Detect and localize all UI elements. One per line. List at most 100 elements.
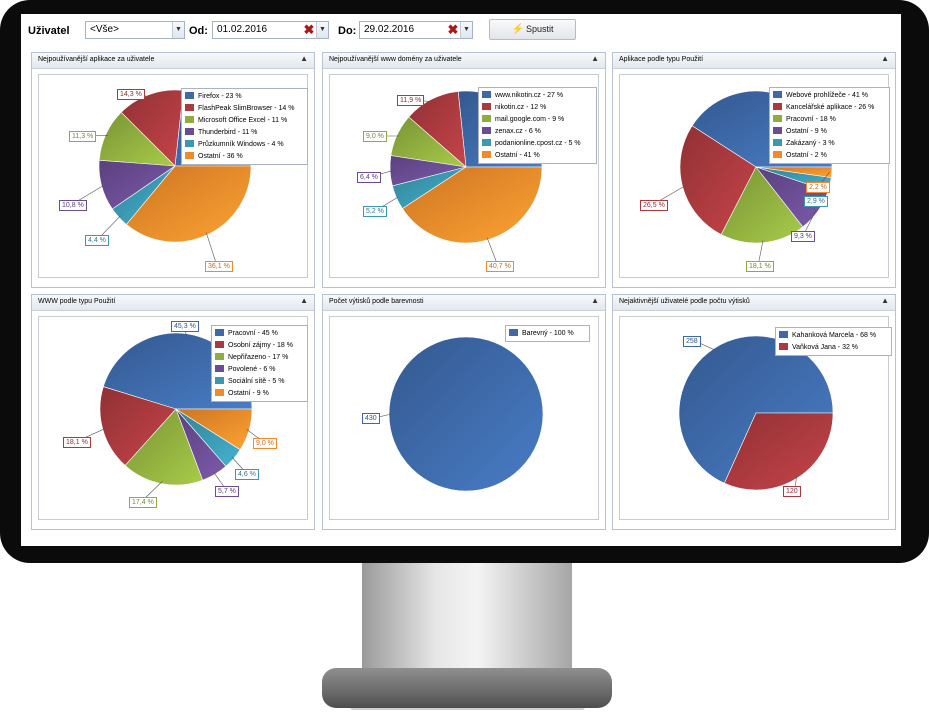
legend-item[interactable]: zenax.cz - 6 % — [482, 126, 592, 138]
pie-chart: 45,3 % 18,1 % 17,4 % 5,7 % 4,6 % 9,0 % Pracovn… — [38, 316, 308, 520]
pie-slice[interactable] — [723, 412, 834, 491]
legend-item[interactable]: Zakázaný - 3 % — [773, 138, 885, 150]
chart-panel: Aplikace podle typu Použití ▲ 26,5 % 18,1 %… — [612, 52, 896, 288]
pie-slice[interactable] — [124, 408, 204, 486]
data-label: 18,1 % — [63, 437, 91, 448]
legend-item[interactable]: mail.google.com - 9 % — [482, 114, 592, 126]
chevron-down-icon[interactable]: ▼ — [172, 22, 184, 38]
pie-slice[interactable] — [99, 386, 177, 466]
legend-item[interactable]: Webové prohlížeče - 41 % — [773, 90, 885, 102]
pie-slice[interactable] — [720, 166, 804, 244]
legend-label: Ostatní - 41 % — [495, 152, 540, 159]
from-date-input[interactable]: 01.02.2016 ✖ ▼ — [212, 21, 329, 39]
pie-slice[interactable] — [755, 166, 833, 178]
legend-swatch — [773, 91, 782, 98]
legend-label: Vaňková Jana - 32 % — [792, 344, 859, 351]
data-label: 10,8 % — [59, 200, 87, 211]
chevron-down-icon[interactable]: ▼ — [316, 22, 328, 38]
chart-legend: Kahanková Marcela - 68 % Vaňková Jana - 3… — [775, 327, 892, 356]
to-date-value: 29.02.2016 — [364, 24, 415, 35]
legend-item[interactable]: Průzkumník Windows - 4 % — [185, 139, 303, 151]
data-label: 258 — [683, 336, 701, 347]
legend-swatch — [215, 341, 224, 348]
legend-item[interactable]: Sociální sítě - 5 % — [215, 376, 303, 388]
legend-item[interactable]: podanionline.cpost.cz - 5 % — [482, 138, 592, 150]
legend-item[interactable]: Povolené - 6 % — [215, 364, 303, 376]
legend-item[interactable]: Pracovní - 45 % — [215, 328, 303, 340]
run-button[interactable]: ⚡ Spustit — [489, 19, 576, 40]
data-label: 14,3 % — [117, 89, 145, 100]
data-label: 2,2 % — [806, 182, 830, 193]
collapse-icon[interactable]: ▲ — [881, 296, 889, 305]
legend-swatch — [779, 343, 788, 350]
data-label: 45,3 % — [171, 321, 199, 332]
legend-item[interactable]: Kahanková Marcela - 68 % — [779, 330, 887, 342]
legend-item[interactable]: Ostatní - 41 % — [482, 150, 592, 162]
legend-label: www.nikotin.cz - 27 % — [495, 92, 564, 99]
collapse-icon[interactable]: ▲ — [591, 296, 599, 305]
legend-item[interactable]: Osobní zájmy - 18 % — [215, 340, 303, 352]
legend-label: nikotin.cz - 12 % — [495, 104, 547, 111]
data-label: 40,7 % — [486, 261, 514, 272]
legend-item[interactable]: FlashPeak SlimBrowser - 14 % — [185, 103, 303, 115]
legend-label: Ostatní - 9 % — [786, 128, 827, 135]
filter-toolbar: Uživatel <Vše> ▼ Od: 01.02.2016 ✖ ▼ Do: … — [21, 14, 901, 50]
legend-item[interactable]: Nepřiřazeno - 17 % — [215, 352, 303, 364]
legend-item[interactable]: Barevný - 100 % — [509, 328, 585, 340]
user-select[interactable]: <Vše> ▼ — [85, 21, 185, 39]
legend-item[interactable]: Kancelářské aplikace - 26 % — [773, 102, 885, 114]
chart-panel: WWW podle typu Použití ▲ 45,3 % 18,1 % 17,4 … — [31, 294, 315, 530]
data-label: 4,4 % — [85, 235, 109, 246]
user-select-value: <Vše> — [90, 24, 119, 35]
legend-swatch — [482, 115, 491, 122]
pie-slice[interactable] — [678, 335, 834, 484]
legend-item[interactable]: Ostatní - 36 % — [185, 151, 303, 163]
pie-slice[interactable] — [174, 408, 253, 451]
legend-item[interactable]: Ostatní - 2 % — [773, 150, 885, 162]
legend-item[interactable]: nikotin.cz - 12 % — [482, 102, 592, 114]
clear-icon[interactable]: ✖ — [303, 22, 315, 37]
pie-chart: 11,9 % 9,0 % 6,4 % 5,2 % 40,7 % www.nikotin.c… — [329, 74, 599, 278]
data-label: 9,0 % — [363, 131, 387, 142]
legend-label: Firefox - 23 % — [198, 93, 242, 100]
legend-item[interactable]: Vaňková Jana - 32 % — [779, 342, 887, 354]
legend-label: Pracovní - 18 % — [786, 116, 836, 123]
legend-label: Webové prohlížeče - 41 % — [786, 92, 868, 99]
legend-item[interactable]: Ostatní - 9 % — [215, 388, 303, 400]
legend-item[interactable]: Microsoft Office Excel - 11 % — [185, 115, 303, 127]
pie-chart: 14,3 % 11,3 % 10,8 % 4,4 % 36,1 % Firefox - 2… — [38, 74, 308, 278]
panel-title: Aplikace podle typu Použití — [619, 56, 704, 63]
data-label: 5,7 % — [215, 486, 239, 497]
pie-slice[interactable] — [679, 125, 757, 235]
legend-swatch — [773, 151, 782, 158]
legend-swatch — [779, 331, 788, 338]
legend-swatch — [482, 151, 491, 158]
data-label: 6,4 % — [357, 172, 381, 183]
legend-label: Průzkumník Windows - 4 % — [198, 141, 284, 148]
collapse-icon[interactable]: ▲ — [300, 54, 308, 63]
legend-item[interactable]: Firefox - 23 % — [185, 91, 303, 103]
chart-panel: Nejaktivnější uživatelé podle počtu výti… — [612, 294, 896, 530]
legend-label: Thunderbird - 11 % — [198, 129, 258, 136]
legend-item[interactable]: Ostatní - 9 % — [773, 126, 885, 138]
legend-item[interactable]: Thunderbird - 11 % — [185, 127, 303, 139]
to-date-input[interactable]: 29.02.2016 ✖ ▼ — [359, 21, 473, 39]
data-label: 2,9 % — [804, 196, 828, 207]
collapse-icon[interactable]: ▲ — [591, 54, 599, 63]
legend-label: Ostatní - 9 % — [228, 390, 269, 397]
from-date-value: 01.02.2016 — [217, 24, 268, 35]
legend-item[interactable]: Pracovní - 18 % — [773, 114, 885, 126]
legend-swatch — [482, 127, 491, 134]
collapse-icon[interactable]: ▲ — [881, 54, 889, 63]
collapse-icon[interactable]: ▲ — [300, 296, 308, 305]
legend-item[interactable]: www.nikotin.cz - 27 % — [482, 90, 592, 102]
legend-label: Pracovní - 45 % — [228, 330, 278, 337]
chevron-down-icon[interactable]: ▼ — [460, 22, 472, 38]
legend-label: Barevný - 100 % — [522, 330, 574, 337]
clear-icon[interactable]: ✖ — [447, 22, 459, 37]
panel-header: WWW podle typu Použití ▲ — [32, 295, 314, 311]
panel-header: Nejpoužívanější aplikace za uživatele ▲ — [32, 53, 314, 69]
legend-label: Kahanková Marcela - 68 % — [792, 332, 877, 339]
pie-slice[interactable] — [388, 336, 544, 492]
pie-slice[interactable] — [126, 165, 252, 243]
